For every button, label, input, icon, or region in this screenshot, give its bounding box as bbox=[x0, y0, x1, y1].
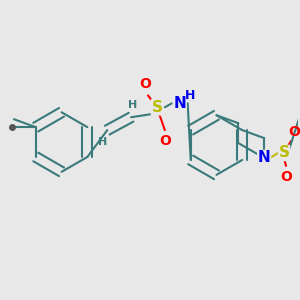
Text: S: S bbox=[278, 146, 290, 160]
Text: O: O bbox=[139, 77, 151, 92]
Text: O: O bbox=[159, 134, 171, 148]
Text: O: O bbox=[280, 170, 292, 184]
Text: H: H bbox=[98, 137, 107, 147]
Text: H: H bbox=[128, 100, 138, 110]
Text: N: N bbox=[258, 150, 271, 165]
Text: H: H bbox=[184, 89, 195, 102]
Text: N: N bbox=[173, 96, 186, 111]
Text: O: O bbox=[288, 125, 300, 139]
Text: S: S bbox=[152, 100, 162, 115]
